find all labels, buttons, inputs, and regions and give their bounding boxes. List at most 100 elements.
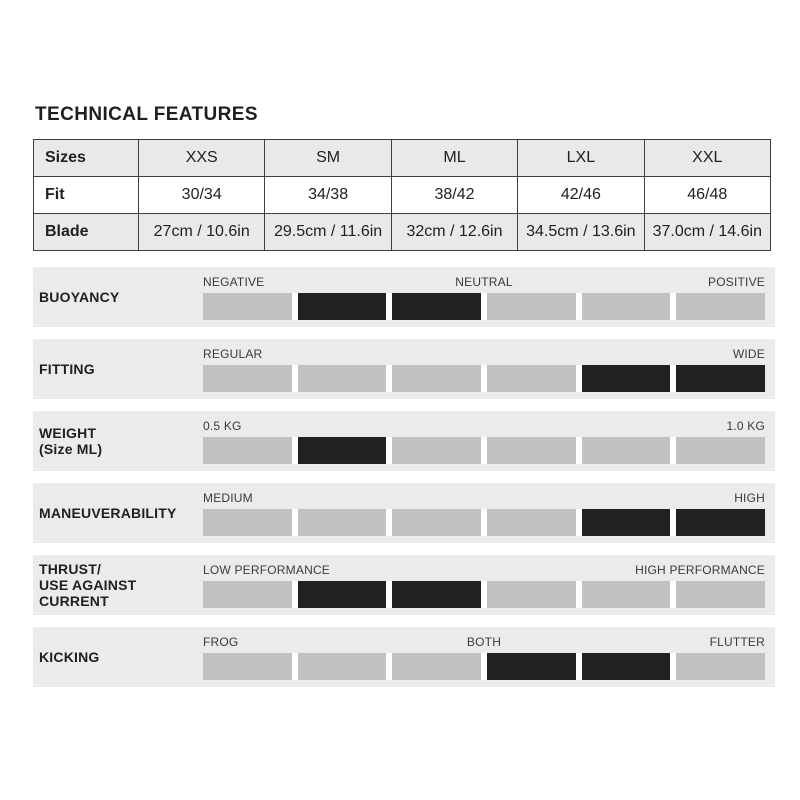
rating-segment-empty [203, 437, 292, 464]
scale-labels: REGULAR WIDE [203, 347, 765, 362]
rating-segment-empty [203, 653, 292, 680]
feature-title: MANEUVERABILITY [33, 483, 203, 543]
rating-segment-empty [676, 293, 766, 320]
feature-band: WEIGHT (Size ML) 0.5 KG 1.0 KG [33, 411, 775, 471]
table-cell: 38/42 [390, 176, 519, 214]
table-cell: 27cm / 10.6in [137, 213, 266, 251]
table-cell: 46/48 [643, 176, 772, 214]
feature-scale: REGULAR WIDE [203, 339, 775, 399]
feature-scale: 0.5 KG 1.0 KG [203, 411, 775, 471]
scale-label-right: HIGH PERFORMANCE [635, 563, 765, 577]
table-cell: 37.0cm / 14.6in [643, 213, 772, 251]
table-row: Fit 30/34 34/38 38/42 42/46 46/48 [33, 176, 772, 214]
table-cell: LXL [517, 139, 645, 177]
scale-label-right: WIDE [732, 347, 765, 361]
scale-labels: FROG BOTH FLUTTER [203, 635, 765, 650]
rating-segment-empty [676, 581, 766, 608]
feature-title: KICKING [33, 627, 203, 687]
table-row-label: Sizes [33, 139, 139, 177]
rating-segment-filled [297, 581, 387, 608]
rating-segment-empty [487, 365, 576, 392]
rating-segment-filled [297, 293, 387, 320]
rating-segment-empty [487, 581, 576, 608]
rating-segment-empty [297, 365, 387, 392]
scale-label-right: FLUTTER [709, 635, 765, 649]
table-row: Sizes XXS SM ML LXL XXL [33, 139, 772, 177]
rating-bar [203, 509, 766, 536]
feature-title: FITTING [33, 339, 203, 399]
page-title: TECHNICAL FEATURES [35, 104, 258, 125]
table-cell: 30/34 [137, 176, 266, 214]
scale-label-right: POSITIVE [708, 275, 765, 289]
rating-segment-empty [203, 365, 292, 392]
scale-labels: MEDIUM HIGH [203, 491, 765, 506]
scale-label-center: NEUTRAL [455, 275, 513, 289]
feature-band: KICKING FROG BOTH FLUTTER [33, 627, 775, 687]
table-cell: 29.5cm / 11.6in [264, 213, 392, 251]
feature-band: FITTING REGULAR WIDE [33, 339, 775, 399]
feature-name-line: MANEUVERABILITY [39, 505, 177, 521]
scale-label-left: NEGATIVE [203, 275, 265, 289]
size-table-body: Sizes XXS SM ML LXL XXL Fit 30/34 34/38 38/42 42/4… [33, 139, 772, 251]
rating-segment-empty [581, 293, 671, 320]
rating-segment-filled [297, 437, 387, 464]
scale-label-right: HIGH [734, 491, 765, 505]
scale-labels: LOW PERFORMANCE HIGH PERFORMANCE [203, 563, 765, 578]
rating-segment-empty [581, 437, 671, 464]
table-cell: XXL [643, 139, 772, 177]
features-list: BUOYANCY NEGATIVE NEUTRAL POSITIVE FITTING… [33, 267, 775, 687]
feature-name-line: FITTING [39, 361, 95, 377]
feature-name-line: (Size ML) [39, 441, 103, 457]
feature-band: THRUST/USE AGAINST CURRENT LOW PERFORMANC… [33, 555, 775, 615]
rating-segment-empty [297, 653, 387, 680]
feature-band: BUOYANCY NEGATIVE NEUTRAL POSITIVE [33, 267, 775, 327]
table-row: Blade 27cm / 10.6in 29.5cm / 11.6in 32cm / … [33, 213, 772, 251]
rating-segment-empty [581, 581, 671, 608]
feature-scale: MEDIUM HIGH [203, 483, 775, 543]
feature-name-line: KICKING [39, 649, 100, 665]
rating-segment-filled [392, 293, 482, 320]
scale-label-right: 1.0 KG [726, 419, 765, 433]
feature-name-line: BUOYANCY [39, 289, 120, 305]
scale-label-left: LOW PERFORMANCE [203, 563, 331, 577]
rating-segment-filled [581, 365, 671, 392]
rating-segment-empty [676, 653, 766, 680]
rating-segment-empty [487, 293, 576, 320]
rating-segment-empty [392, 365, 482, 392]
table-cell: 34/38 [264, 176, 392, 214]
table-cell: 32cm / 12.6in [390, 213, 519, 251]
rating-segment-empty [392, 653, 482, 680]
rating-bar [203, 653, 766, 680]
feature-scale: FROG BOTH FLUTTER [203, 627, 775, 687]
feature-name-line: THRUST/ [39, 561, 102, 577]
rating-segment-empty [487, 437, 576, 464]
feature-scale: LOW PERFORMANCE HIGH PERFORMANCE [203, 555, 775, 615]
rating-segment-empty [392, 437, 482, 464]
feature-name-line: USE AGAINST [39, 577, 137, 593]
scale-labels: NEGATIVE NEUTRAL POSITIVE [203, 275, 765, 290]
rating-segment-empty [297, 509, 387, 536]
technical-features-sheet: TECHNICAL FEATURES Sizes XXS SM ML LXL XXL Fit… [33, 104, 775, 687]
rating-bar [203, 437, 766, 464]
feature-name-line: WEIGHT [39, 425, 97, 441]
table-row-label: Fit [33, 176, 139, 214]
rating-segment-filled [581, 509, 671, 536]
rating-segment-empty [203, 293, 292, 320]
table-cell: ML [390, 139, 519, 177]
table-cell: 34.5cm / 13.6in [517, 213, 645, 251]
rating-segment-empty [392, 509, 482, 536]
rating-segment-filled [392, 581, 482, 608]
rating-segment-filled [487, 653, 576, 680]
feature-band: MANEUVERABILITY MEDIUM HIGH [33, 483, 775, 543]
rating-segment-empty [203, 509, 292, 536]
feature-name-line: CURRENT [39, 593, 109, 609]
scale-labels: 0.5 KG 1.0 KG [203, 419, 765, 434]
feature-scale: NEGATIVE NEUTRAL POSITIVE [203, 267, 775, 327]
scale-label-left: REGULAR [203, 347, 263, 361]
rating-bar [203, 365, 766, 392]
rating-bar [203, 581, 766, 608]
feature-title: THRUST/USE AGAINST CURRENT [33, 555, 203, 615]
table-cell: XXS [137, 139, 266, 177]
rating-segment-empty [203, 581, 292, 608]
scale-label-center: BOTH [466, 635, 502, 649]
